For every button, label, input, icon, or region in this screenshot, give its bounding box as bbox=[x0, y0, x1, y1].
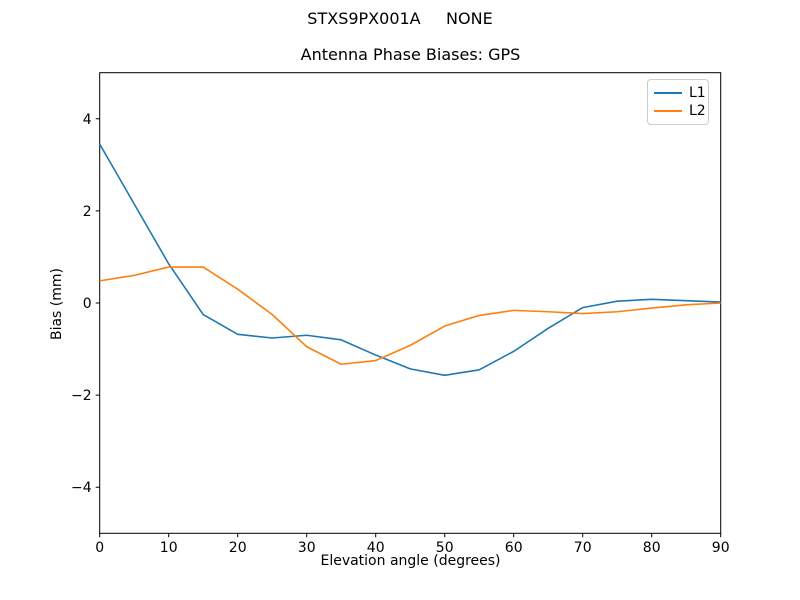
y-tick-label: 4 bbox=[83, 112, 92, 128]
axes-title: Antenna Phase Biases: GPS bbox=[300, 45, 521, 64]
legend-entry-l2: L2 bbox=[654, 102, 706, 120]
x-tick-label: 50 bbox=[436, 540, 454, 556]
y-tick-label: 2 bbox=[83, 204, 92, 220]
y-tick-label: −2 bbox=[71, 388, 92, 404]
x-tick-label: 10 bbox=[160, 540, 178, 556]
x-tick-label: 20 bbox=[229, 540, 247, 556]
series-line-l2 bbox=[99, 266, 721, 366]
y-tick-label: −4 bbox=[71, 480, 92, 496]
y-axis-label: Bias (mm) bbox=[49, 267, 65, 341]
legend-box: L1 L2 bbox=[647, 79, 709, 125]
series-line-l1 bbox=[99, 143, 721, 377]
figure-suptitle: STXS9PX001A NONE bbox=[307, 9, 493, 28]
legend-line-sample-l1 bbox=[654, 92, 682, 94]
x-tick-label: 70 bbox=[574, 540, 592, 556]
x-tick-label: 60 bbox=[505, 540, 523, 556]
x-tick-label: 80 bbox=[643, 540, 661, 556]
x-tick-label: 90 bbox=[712, 540, 730, 556]
x-tick-label: 40 bbox=[367, 540, 385, 556]
legend-label-l2: L2 bbox=[689, 103, 706, 119]
legend-line-sample-l2 bbox=[654, 110, 682, 112]
y-tick-label: 0 bbox=[83, 296, 92, 312]
x-axis-label: Elevation angle (degrees) bbox=[320, 553, 501, 569]
x-tick-label: 30 bbox=[298, 540, 316, 556]
x-tick-label: 0 bbox=[95, 540, 104, 556]
legend-label-l1: L1 bbox=[689, 85, 706, 101]
axes-frame bbox=[99, 72, 722, 534]
legend-entry-l1: L1 bbox=[654, 84, 706, 102]
